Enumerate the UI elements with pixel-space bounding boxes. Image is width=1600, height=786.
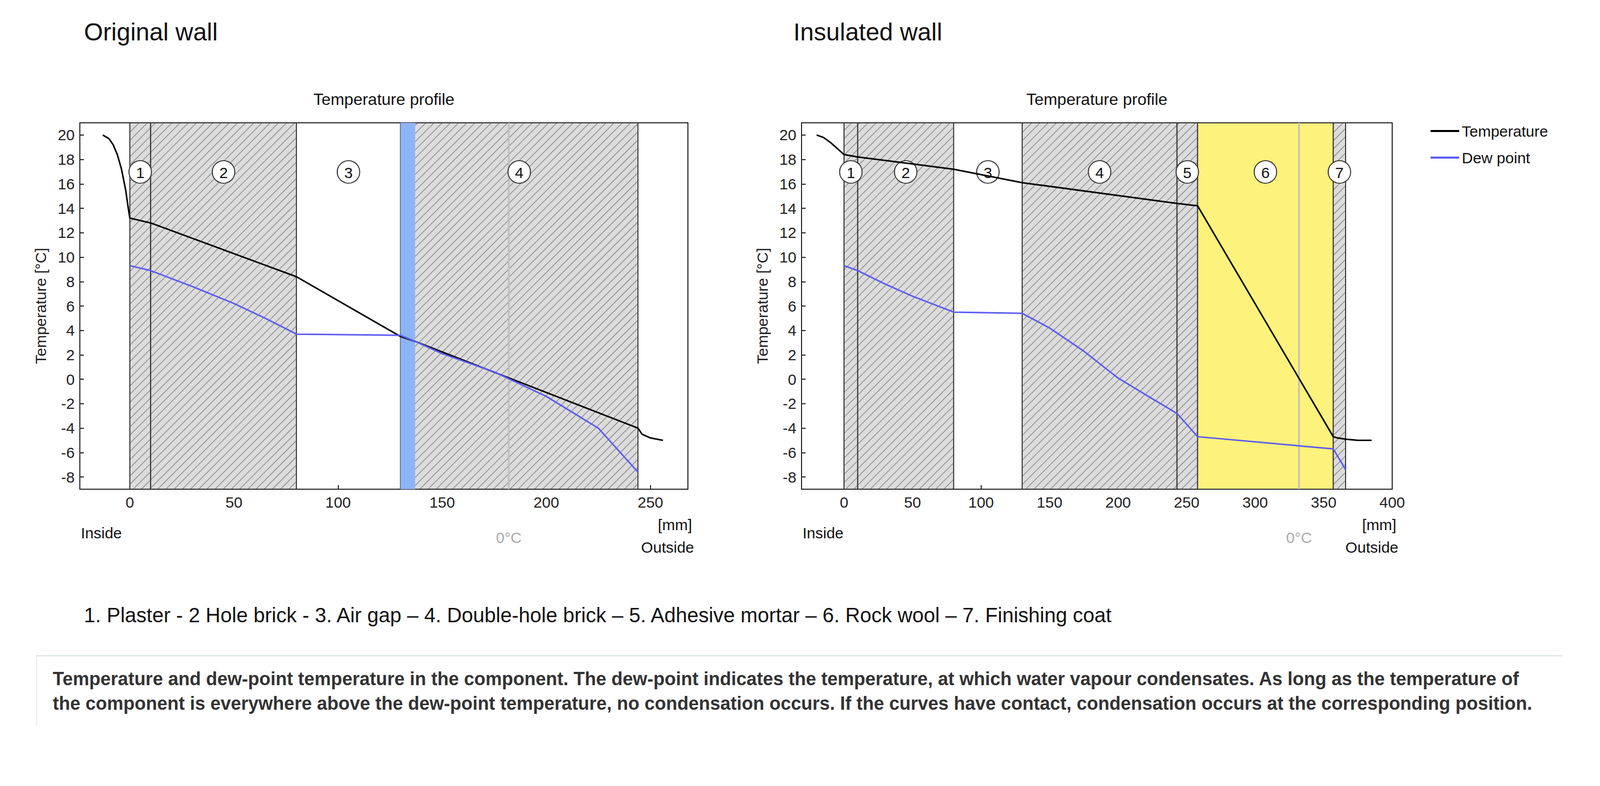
svg-text:6: 6 [787, 297, 797, 315]
svg-text:Temperature [°C]: Temperature [°C] [753, 247, 771, 364]
svg-text:7: 7 [1335, 164, 1345, 182]
svg-text:3: 3 [983, 164, 993, 182]
svg-text:12: 12 [779, 224, 797, 242]
svg-text:10: 10 [57, 248, 75, 266]
svg-text:8: 8 [66, 273, 75, 291]
svg-text:0°C: 0°C [495, 529, 522, 547]
svg-text:300: 300 [1242, 493, 1268, 511]
svg-text:100: 100 [325, 493, 351, 511]
svg-text:-4: -4 [60, 419, 75, 437]
svg-text:6: 6 [66, 297, 75, 315]
svg-text:2: 2 [66, 346, 75, 364]
svg-text:Dew point: Dew point [1461, 149, 1531, 167]
svg-text:6: 6 [1261, 164, 1270, 182]
svg-text:2: 2 [219, 164, 228, 182]
svg-text:1: 1 [846, 164, 856, 182]
svg-text:16: 16 [779, 175, 797, 193]
svg-text:18: 18 [779, 150, 797, 168]
svg-text:14: 14 [57, 200, 75, 218]
svg-text:Inside: Inside [802, 524, 844, 542]
svg-text:250: 250 [1173, 493, 1200, 511]
svg-text:0: 0 [125, 493, 135, 511]
svg-text:400: 400 [1379, 493, 1405, 511]
svg-text:1: 1 [136, 164, 145, 182]
svg-text:100: 100 [968, 493, 994, 511]
svg-text:4: 4 [66, 321, 75, 339]
svg-text:Insulated wall: Insulated wall [793, 18, 943, 46]
svg-text:[mm]: [mm] [657, 516, 693, 534]
svg-text:2: 2 [901, 164, 911, 182]
svg-text:14: 14 [779, 200, 797, 218]
svg-text:4: 4 [787, 321, 797, 339]
svg-text:12: 12 [57, 224, 75, 242]
svg-text:250: 250 [637, 493, 664, 511]
svg-text:20: 20 [57, 126, 75, 144]
svg-text:2: 2 [787, 346, 797, 364]
svg-text:200: 200 [1105, 493, 1131, 511]
svg-text:4: 4 [1095, 164, 1105, 182]
svg-text:350: 350 [1310, 493, 1337, 511]
html-text:1. Plaster - 2 Hole brick - 3.: 1. Plaster - 2 Hole brick - 3. Air gap –… [83, 603, 1112, 627]
svg-text:Outside: Outside [641, 538, 695, 556]
svg-text:-8: -8 [60, 468, 75, 486]
svg-text:50: 50 [225, 493, 243, 511]
svg-text:5: 5 [1182, 164, 1192, 182]
svg-text:[mm]: [mm] [1361, 516, 1397, 534]
svg-text:18: 18 [57, 150, 75, 168]
svg-text:-2: -2 [60, 395, 75, 413]
svg-text:-4: -4 [782, 419, 797, 437]
svg-text:150: 150 [1036, 493, 1063, 511]
svg-text:3: 3 [343, 164, 353, 182]
svg-text:0: 0 [839, 493, 849, 511]
svg-text:Temperature profile: Temperature profile [313, 90, 455, 109]
svg-text:0°C: 0°C [1286, 529, 1312, 547]
svg-text:-6: -6 [782, 444, 797, 462]
svg-text:Temperature profile: Temperature profile [1026, 90, 1168, 109]
svg-text:200: 200 [533, 493, 559, 511]
svg-text:8: 8 [787, 273, 797, 291]
svg-text:4: 4 [514, 164, 524, 182]
svg-text:10: 10 [779, 248, 797, 266]
svg-text:Inside: Inside [80, 524, 122, 542]
svg-text:16: 16 [57, 175, 75, 193]
svg-text:0: 0 [66, 371, 75, 388]
svg-text:Outside: Outside [1345, 538, 1399, 556]
svg-text:Original wall: Original wall [83, 18, 218, 46]
svg-text:-6: -6 [60, 444, 75, 462]
svg-text:50: 50 [903, 493, 921, 511]
svg-text:20: 20 [779, 126, 797, 144]
svg-text:-2: -2 [782, 395, 797, 413]
svg-text:150: 150 [429, 493, 456, 511]
svg-text:Temperature: Temperature [1461, 122, 1548, 140]
html-text:Temperature and dew-point temp: Temperature and dew-point temperature in… [52, 668, 1533, 715]
svg-text:0: 0 [787, 371, 797, 388]
svg-text:Temperature [°C]: Temperature [°C] [32, 247, 50, 364]
svg-text:-8: -8 [782, 468, 797, 486]
